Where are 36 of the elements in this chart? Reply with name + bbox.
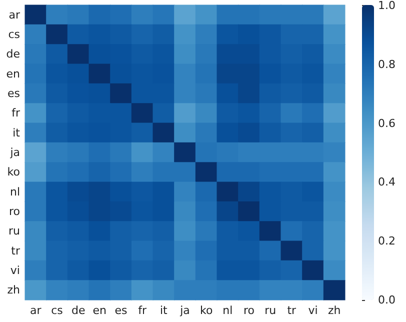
x-tick-label: ja xyxy=(179,304,190,317)
x-tick-label: en xyxy=(92,304,107,317)
x-tick-label: it xyxy=(160,304,168,317)
x-tick-label: es xyxy=(114,304,128,317)
y-tick-label: zh xyxy=(7,284,20,297)
x-tick-label: zh xyxy=(328,304,341,317)
x-tick-label: nl xyxy=(222,304,233,317)
x-tick-label: tr xyxy=(287,304,297,317)
y-tick-label: ru xyxy=(8,224,20,238)
x-tick-label: fr xyxy=(138,304,148,317)
y-tick-label: ro xyxy=(8,205,20,218)
y-tick-label: cs xyxy=(8,28,20,41)
color-bar-label: 1.0 xyxy=(378,0,396,12)
x-tick-label: de xyxy=(71,304,86,317)
color-bar-label: 0.4 xyxy=(378,176,396,189)
y-tick-label: it xyxy=(12,126,21,140)
y-tick-label: de xyxy=(6,48,20,61)
y-tick-label: ar xyxy=(8,8,20,22)
y-tick-label: tr xyxy=(11,244,20,258)
x-tick-label: ru xyxy=(264,304,276,317)
x-tick-label: ar xyxy=(30,304,42,317)
y-tick-label: en xyxy=(6,67,20,80)
y-tick-label: fr xyxy=(12,106,20,120)
y-tick-label: nl xyxy=(10,185,20,198)
color-bar-label: 0.6 xyxy=(378,116,396,130)
y-tick-label: ko xyxy=(7,166,20,179)
color-bar-label: 0.8 xyxy=(378,58,396,71)
x-tick-label: vi xyxy=(308,304,318,317)
x-tick-label: ro xyxy=(243,304,255,317)
y-tick-label: es xyxy=(8,87,20,100)
y-tick-label: ja xyxy=(9,146,20,159)
y-tick-label: vi xyxy=(10,264,20,277)
color-bar-label: 0.0 xyxy=(378,294,396,306)
x-tick-label: cs xyxy=(51,304,64,317)
color-bar-label: 0.2 xyxy=(378,234,396,248)
x-tick-label: ko xyxy=(200,304,213,317)
